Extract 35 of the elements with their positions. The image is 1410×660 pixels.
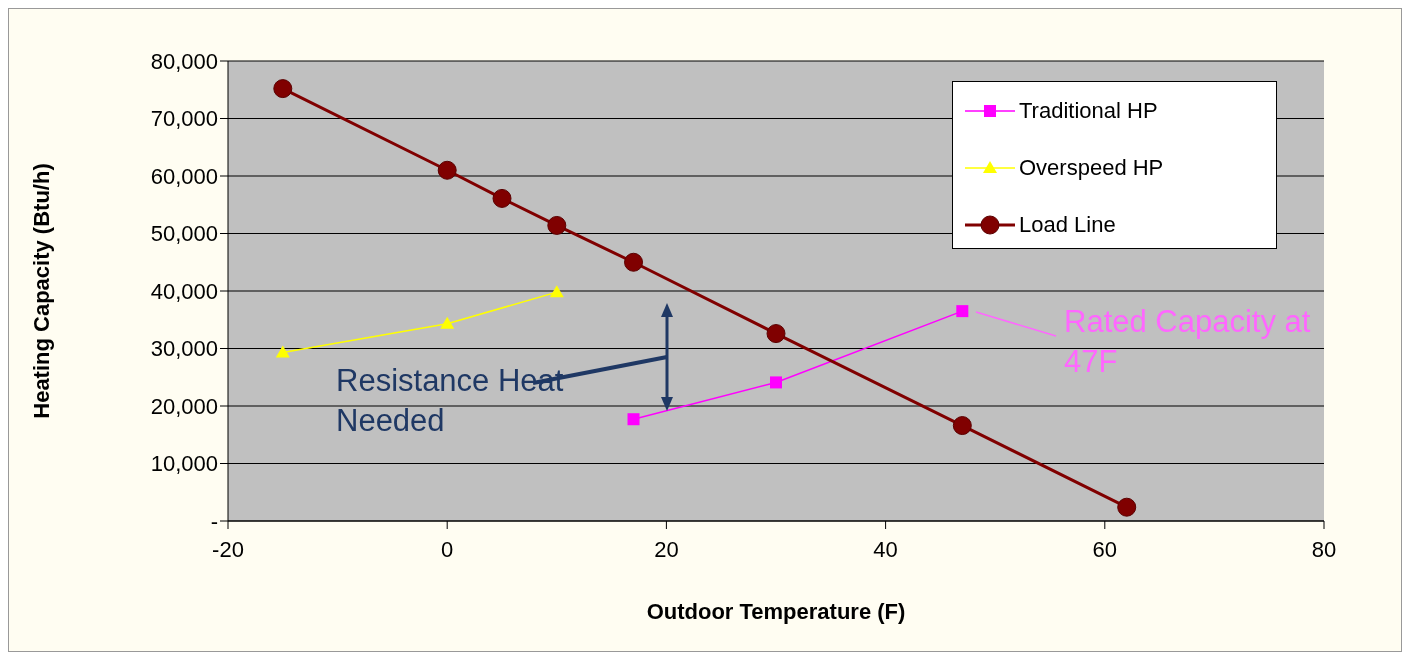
point [275, 345, 290, 358]
point [492, 188, 512, 208]
y-tick-label: 80,000 [150, 48, 218, 74]
y-tick-label: 50,000 [150, 221, 218, 247]
y-tick-label: 60,000 [150, 163, 218, 189]
point [549, 285, 564, 298]
y-tick-label: 40,000 [150, 278, 218, 304]
point [437, 160, 457, 180]
legend-label: Overspeed HP [1019, 154, 1164, 181]
x-tick-label: 20 [654, 536, 679, 562]
y-tick-label: 10,000 [150, 451, 218, 477]
point [273, 79, 293, 99]
y-tick-label: 30,000 [150, 336, 218, 362]
point [547, 215, 567, 235]
y-axis-title: Heating Capacity (Btu/h) [28, 163, 54, 419]
point [956, 305, 969, 318]
legend-label: Load Line [1019, 211, 1116, 238]
point [1117, 497, 1137, 517]
annotation: Rated Capacity at 47F [1064, 303, 1312, 381]
point [627, 413, 640, 426]
point [766, 324, 786, 344]
x-tick-label: 60 [1092, 536, 1118, 562]
y-tick-label: 70,000 [150, 106, 218, 132]
x-tick-label: 40 [873, 536, 898, 562]
legend-label: Traditional HP [1019, 97, 1158, 124]
point [770, 376, 782, 389]
point [624, 252, 644, 272]
x-axis-title: Outdoor Temperature (F) [646, 599, 906, 624]
point [440, 316, 455, 329]
x-tick-label: -20 [212, 536, 244, 562]
x-tick-label: 0 [441, 536, 454, 562]
x-tick-label: 80 [1311, 536, 1337, 562]
y-tick-label: 20,000 [150, 393, 218, 419]
y-tick-label: - [210, 508, 218, 534]
point [952, 416, 972, 436]
